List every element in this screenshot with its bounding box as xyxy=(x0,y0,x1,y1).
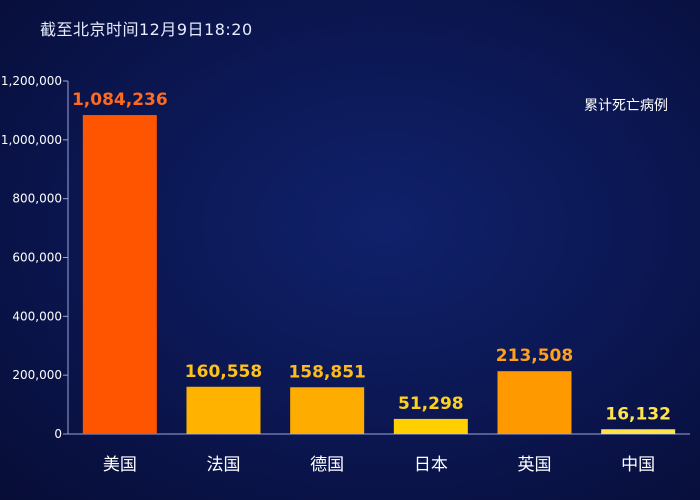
chart-bars xyxy=(82,115,676,435)
y-tick-label: 200,000 xyxy=(12,368,62,382)
bar-value-label: 1,084,236 xyxy=(72,90,168,110)
chart-subtitle: 截至北京时间12月9日18:20 xyxy=(40,20,253,39)
chart-x-categories: 美国 法国 德国 日本 英国 中国 xyxy=(103,455,655,475)
y-tick-label: 0 xyxy=(54,427,62,441)
bar-value-label: 160,558 xyxy=(185,362,262,382)
bar xyxy=(82,115,157,435)
y-tick-label: 1,000,000 xyxy=(1,133,62,147)
y-tick-label: 400,000 xyxy=(12,309,62,323)
bar xyxy=(601,429,676,434)
x-category-label: 中国 xyxy=(621,455,655,475)
bar xyxy=(290,387,365,434)
chart-value-labels: 1,084,236 160,558 158,851 51,298 213,508 16,1… xyxy=(72,90,671,424)
chart-axes: 0 200,000 400,000 600,000 800,000 1,000,000 1,… xyxy=(1,74,690,441)
bar xyxy=(186,386,261,434)
bar xyxy=(497,371,572,434)
y-tick-label: 1,200,000 xyxy=(1,74,62,88)
bar-value-label: 16,132 xyxy=(605,404,671,424)
x-category-label: 英国 xyxy=(518,455,552,475)
x-category-label: 法国 xyxy=(207,455,241,475)
bar-value-label: 158,851 xyxy=(288,362,365,382)
y-tick-label: 600,000 xyxy=(12,251,62,265)
y-tick-label: 800,000 xyxy=(12,192,62,206)
bar-value-label: 213,508 xyxy=(496,346,573,366)
bar xyxy=(393,418,468,434)
legend-label: 累计死亡病例 xyxy=(584,98,668,114)
x-category-label: 德国 xyxy=(310,455,344,475)
x-category-label: 日本 xyxy=(414,455,448,475)
x-category-label: 美国 xyxy=(103,455,137,475)
bar-value-label: 51,298 xyxy=(398,394,464,414)
